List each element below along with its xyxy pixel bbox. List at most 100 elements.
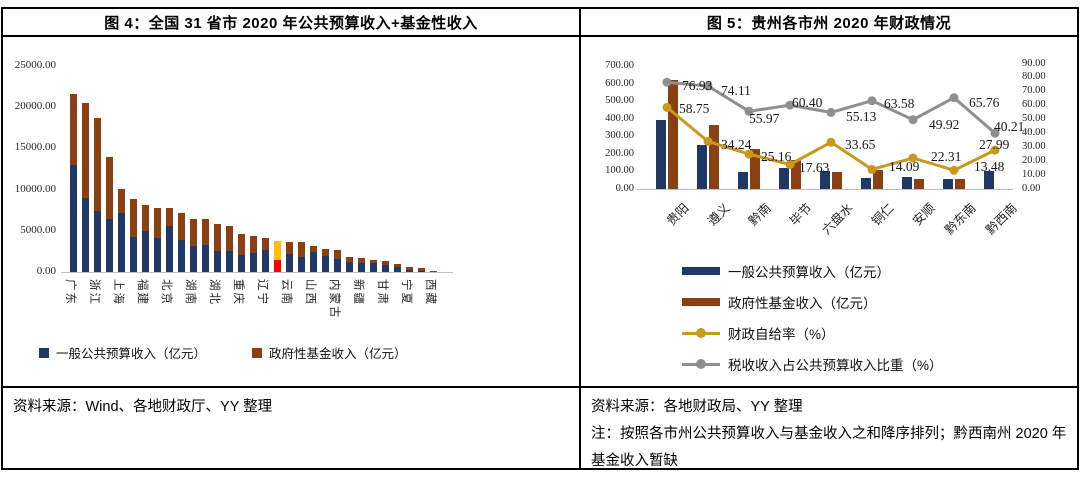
legend-line-swatch [682,359,720,369]
figure5-combo-chart: 0.00 100.00 200.00 300.00 400.00 500.00 600.00… [581,37,1077,386]
legend-swatch [39,347,49,358]
y-axis-tick-label: 0.00 [36,265,56,277]
bar-fund-segment [369,260,377,263]
figure5-source-cell: 资料来源：各地财政局、YY 整理 注：按照各市州公共预算收入与基金收入之和降序排… [579,388,1077,469]
bar-budget-segment [165,226,173,272]
legend-item: 税收收入占公共预算收入比重（%） [682,354,943,374]
bar-fund-segment [249,235,257,254]
bar-budget-segment [381,265,389,272]
legend-item: 政府性基金收入（亿元） [252,343,407,362]
bar-fund-segment [225,225,233,252]
bar-budget-segment [189,246,197,272]
figure4-stacked-bar-chart: 0.00 5000.00 10000.00 15000.00 20000.00 25000… [3,37,579,386]
bar-fund-segment [357,257,365,264]
line-marker [703,81,713,91]
legend-label: 一般公共预算收入（亿元） [56,347,207,361]
y-axis-tick-label: 20000.00 [14,100,56,113]
bar-fund-segment [345,257,353,262]
y-axis-tick-label: 15000.00 [14,141,56,154]
x-axis-category-label: 广东 [64,279,76,306]
bar-budget [697,144,707,189]
bar-fund [750,149,760,189]
right-axis-tick-label: 30.00 [1022,140,1046,152]
x-axis-category-label: 新疆 [352,279,364,306]
line-marker [662,77,672,87]
bar-budget-segment [177,239,185,272]
bar-budget-segment [93,211,101,272]
bar-fund-segment [381,261,389,266]
bar-fund-segment [189,218,197,247]
bar-fund-segment [129,199,137,237]
chart-legend: 一般公共预算收入（亿元） 政府性基金收入（亿元） 财政自给率（%） 税收收入占公共预算… [682,261,943,374]
bar-fund-segment [273,241,281,261]
bar-fund-segment [81,103,89,198]
line-marker [826,137,836,147]
legend-label: 政府性基金收入（亿元） [269,347,407,361]
line-marker [785,100,795,110]
data-label: 60.40 [792,95,823,111]
figure4-chart-cell: 0.00 5000.00 10000.00 15000.00 20000.00 25000… [3,37,579,388]
bar-fund-segment [297,241,305,258]
bar-budget-segment [333,259,341,272]
legend-label: 一般公共预算收入（亿元） [728,265,890,280]
bar-fund-segment [417,268,425,271]
right-axis-tick-label: 40.00 [1022,126,1046,138]
bar-budget-segment [345,261,353,272]
data-label: 40.21 [994,119,1025,135]
line-marker [662,102,672,112]
data-label: 74.11 [721,83,751,99]
bar-budget [861,178,871,189]
x-axis-category-label: 湖南 [184,279,196,306]
figure5-chart-cell: 0.00 100.00 200.00 300.00 400.00 500.00 600.00… [579,37,1077,388]
figure5-title: 图 5：贵州各市州 2020 年财政情况 [579,9,1077,37]
bar-budget [943,178,953,189]
bar-fund [914,179,924,189]
bar-fund-segment [69,93,77,166]
bar-budget-segment [285,254,293,272]
bar-fund-segment [333,250,341,260]
data-label: 33.65 [845,137,876,153]
x-axis-category-label: 西藏 [424,279,436,306]
bar-fund-segment [93,117,101,212]
bar-budget-segment [249,253,257,272]
data-label: 58.75 [679,101,710,117]
bar-budget-segment [309,252,317,272]
right-axis-tick-label: 0.00 [1022,182,1041,194]
data-label: 25.16 [761,149,792,165]
bar-fund [873,170,883,189]
bar-fund-segment [285,241,293,255]
bar-budget-segment [237,254,245,272]
line-marker [990,128,1000,138]
bar-fund [832,171,842,189]
bar-budget [738,171,748,189]
data-label: 63.58 [884,95,915,111]
figures-table: 图 4：全国 31 省市 2020 年公共预算收入+基金性收入 图 5：贵州各市… [1,7,1079,470]
right-axis-tick-label: 70.00 [1022,85,1046,97]
x-axis-category-label: 福建 [136,279,148,306]
bar-budget-segment [297,257,305,272]
line-marker [785,160,795,169]
data-label: 13.48 [974,159,1005,175]
line-marker [703,136,713,146]
left-axis-tick-label: 600.00 [605,77,634,89]
data-label: 65.76 [969,94,1000,110]
bar-fund-segment [261,238,269,250]
bar-fund [668,79,678,189]
legend-label: 财政自给率（%） [728,327,835,342]
bar-fund-segment [153,207,161,238]
data-label: 14.09 [889,159,920,175]
left-axis-tick-label: 0.00 [615,182,634,194]
x-axis-line [61,272,453,273]
legend-item: 一般公共预算收入（亿元） [39,343,206,362]
bar-budget-segment [201,245,209,272]
bar-fund-segment [309,246,317,253]
bar-budget-segment [69,165,77,272]
x-axis-category-label: 云南 [280,279,292,306]
bar-fund-segment [105,156,113,220]
chart-legend: 一般公共预算收入（亿元） 政府性基金收入（亿元） [39,343,407,362]
x-axis-category-label: 山西 [304,279,316,306]
bar-budget [656,119,666,189]
bar-fund [709,125,719,189]
left-axis-tick-label: 500.00 [605,95,634,106]
x-axis-category-label: 北京 [160,279,172,306]
